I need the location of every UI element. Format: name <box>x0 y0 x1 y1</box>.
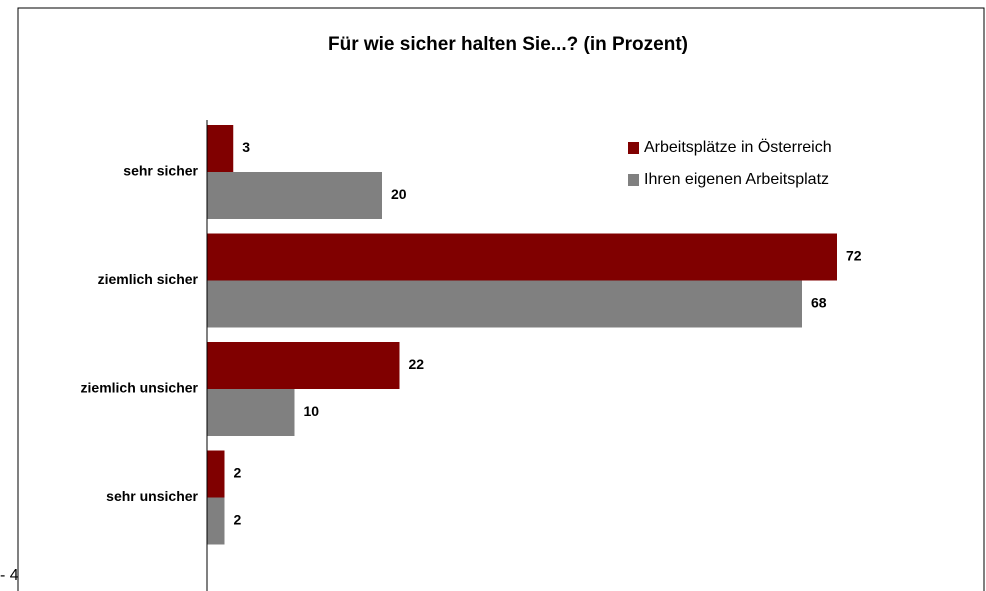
y-tick-label: sehr unsicher <box>106 488 198 504</box>
chart-frame <box>17 7 985 591</box>
legend-swatch <box>628 142 639 154</box>
data-label: 10 <box>304 403 320 419</box>
data-label: 72 <box>846 248 862 264</box>
data-label: 20 <box>391 186 407 202</box>
data-label: 2 <box>234 465 242 481</box>
y-tick-label: ziemlich unsicher <box>81 380 199 396</box>
chart-title: Für wie sicher halten Sie...? (in Prozen… <box>328 34 688 55</box>
bar <box>207 389 295 436</box>
data-label: 3 <box>242 139 250 155</box>
legend-label: Ihren eigenen Arbeitsplatz <box>644 171 829 188</box>
y-tick-label: ziemlich sicher <box>98 271 199 287</box>
bar <box>207 172 382 219</box>
legend-swatch <box>628 174 639 186</box>
bar <box>207 280 802 328</box>
bar <box>207 233 837 281</box>
bar <box>207 342 400 389</box>
bar <box>207 450 225 498</box>
data-label: 22 <box>409 356 425 372</box>
bar <box>207 497 225 545</box>
page-number: - 4 <box>0 567 19 584</box>
y-tick-label: sehr sicher <box>123 163 198 179</box>
data-label: 2 <box>234 512 242 528</box>
bar <box>207 125 234 172</box>
legend-label: Arbeitsplätze in Österreich <box>644 138 832 156</box>
data-label: 68 <box>811 295 827 311</box>
